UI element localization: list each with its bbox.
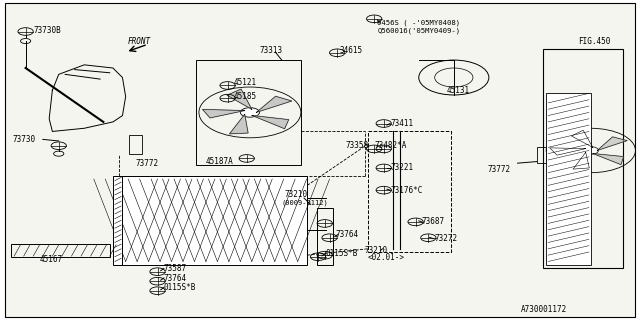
Text: 45167: 45167 [40,255,63,264]
Text: <02.01->: <02.01-> [368,253,404,262]
Text: FIG.450: FIG.450 [578,36,611,45]
Text: 73772: 73772 [135,159,158,168]
Text: 73730B: 73730B [33,26,61,36]
Polygon shape [550,148,586,155]
Text: 0115S*B: 0115S*B [325,249,358,258]
Bar [368,132,451,252]
Polygon shape [573,152,589,169]
Circle shape [583,147,598,154]
Text: 73411: 73411 [390,119,413,128]
Bar [119,176,307,265]
Text: 73482*A: 73482*A [374,141,406,150]
Text: 45131: 45131 [446,86,469,95]
Text: 73587: 73587 [164,264,187,273]
Text: 73272: 73272 [435,234,458,243]
Text: (0009-0112): (0009-0112) [282,200,328,206]
Text: 0115S*B: 0115S*B [164,283,196,292]
Text: 73221: 73221 [390,164,413,172]
Bar [129,135,141,154]
Text: 73358: 73358 [346,141,369,150]
Text: A730001172: A730001172 [521,305,567,314]
Text: 73210: 73210 [285,190,308,199]
Polygon shape [597,137,627,150]
Text: 73176*C: 73176*C [390,186,422,195]
Text: 73764: 73764 [336,230,359,239]
Bar [317,208,333,265]
Bar [537,147,546,163]
Polygon shape [230,114,248,134]
Text: FRONT: FRONT [127,37,150,46]
Text: 45121: 45121 [234,78,257,87]
Polygon shape [256,96,292,112]
Text: 34615: 34615 [339,46,362,55]
Polygon shape [227,89,252,109]
Text: Q560016('05MY0409-): Q560016('05MY0409-) [378,27,460,34]
Text: 73764: 73764 [164,274,187,283]
Polygon shape [593,154,623,164]
Text: 45187A: 45187A [205,157,233,166]
Polygon shape [252,116,289,129]
Circle shape [241,108,259,117]
Bar [11,244,109,257]
Text: 0456S ( -'05MY0408): 0456S ( -'05MY0408) [378,20,460,26]
Text: 73687: 73687 [422,217,445,226]
Polygon shape [202,109,244,118]
Text: 73772: 73772 [488,165,511,174]
Bar [196,60,301,165]
Text: 73210: 73210 [365,246,388,255]
Bar [113,176,122,265]
Polygon shape [572,130,593,148]
Text: 73313: 73313 [259,46,283,55]
Text: 73730: 73730 [13,135,36,144]
Bar [543,49,623,268]
Bar [546,93,591,265]
Text: 45185: 45185 [234,92,257,101]
